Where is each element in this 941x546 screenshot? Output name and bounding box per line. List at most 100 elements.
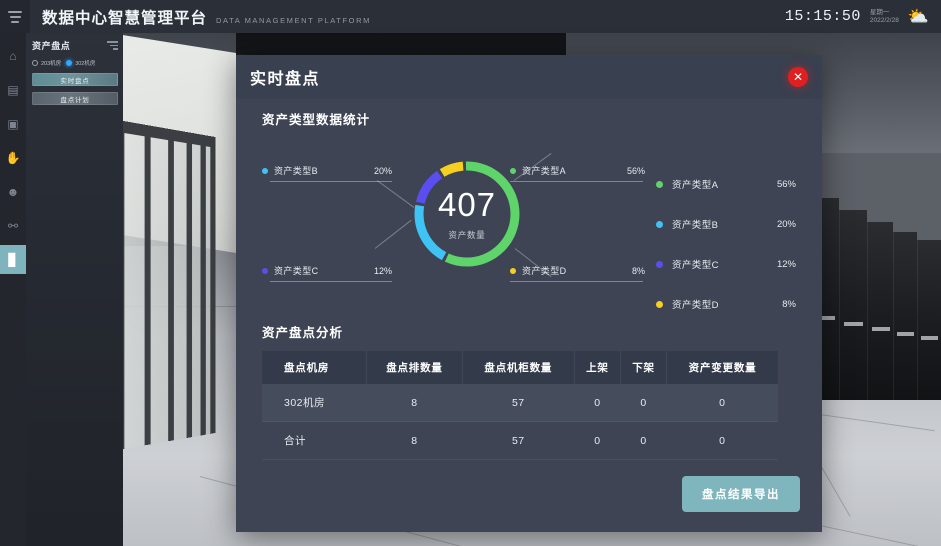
legend-percent: 8% <box>782 298 796 310</box>
chart-bars-icon[interactable]: ▊ <box>0 245 26 274</box>
room-radio-2[interactable]: 302机房 <box>66 59 95 67</box>
brand: 数据中心智慧管理平台 DATA MANAGEMENT PLATFORM <box>42 6 371 28</box>
legend-label: 资产类型B <box>672 220 719 231</box>
server-rack-icon[interactable]: ▤ <box>7 82 19 97</box>
table-cell: 57 <box>462 384 575 422</box>
hamburger-icon[interactable] <box>0 0 30 33</box>
link-nodes-icon[interactable]: ⚯ <box>7 218 19 233</box>
table-cell: 0 <box>666 421 778 460</box>
list-menu-icon[interactable] <box>107 41 118 50</box>
asset-inventory-panel: 资产盘点 203机房 302机房 实时盘点盘点计划 <box>26 33 123 546</box>
radio-dot-icon <box>32 60 38 66</box>
type-d-percent: 8% <box>631 265 645 276</box>
close-x-icon[interactable]: ✕ <box>788 67 808 87</box>
modal-title: 实时盘点 <box>250 71 321 88</box>
legend-item-资产类型D[interactable]: 资产类型D 8% <box>656 284 796 324</box>
legend-color-dot <box>656 260 663 268</box>
table-header-cell: 盘点机房 <box>262 351 368 384</box>
home-icon[interactable]: ⌂ <box>9 48 17 63</box>
asset-count-value: 407 <box>437 185 497 223</box>
clock: 15:15:50 <box>784 8 861 25</box>
table-header-cell: 下架 <box>620 351 668 384</box>
icon-rail: ⌂ ▤ ▣ ✋ ☻ ⚯ ▊ <box>0 33 26 546</box>
room-radio-group: 203机房 302机房 <box>32 59 118 67</box>
type-a-color-dot <box>510 167 516 174</box>
donut-center-label: 407 资产数量 <box>407 154 527 274</box>
legend-color-dot <box>656 220 663 228</box>
callout-type-d: 资产类型D 8% <box>510 264 645 282</box>
type-d-color-dot <box>510 267 516 274</box>
table-cell: 0 <box>620 384 667 422</box>
table-header-cell: 盘点排数量 <box>366 351 463 384</box>
type-b-name: 资产类型B <box>274 166 319 176</box>
table-cell: 8 <box>366 384 463 422</box>
room-radio-label: 203机房 <box>41 61 62 67</box>
table-cell: 0 <box>574 384 621 422</box>
panel-button-盘点计划[interactable]: 盘点计划 <box>32 92 118 105</box>
table-header-cell: 资产变更数量 <box>666 351 778 384</box>
legend-item-资产类型C[interactable]: 资产类型C 12% <box>656 244 796 284</box>
type-d-name: 资产类型D <box>522 266 567 276</box>
type-c-percent: 12% <box>373 265 392 276</box>
table-row: 302机房 8 57 0 0 0 <box>262 384 778 422</box>
donut-chart: 407 资产数量 <box>407 154 527 274</box>
type-a-percent: 56% <box>626 165 645 176</box>
table-section-title: 资产盘点分析 <box>262 326 344 340</box>
type-c-name: 资产类型C <box>274 266 319 276</box>
callout-type-b: 资产类型B 20% <box>262 164 392 182</box>
room-radio-1[interactable]: 203机房 <box>32 59 61 67</box>
legend-percent: 12% <box>776 258 796 270</box>
table-header-row: 盘点机房 盘点排数量 盘点机柜数量 上架 下架 资产变更数量 <box>262 351 778 384</box>
robot-icon[interactable]: ☻ <box>6 184 20 199</box>
top-bar: 数据中心智慧管理平台 DATA MANAGEMENT PLATFORM 15:1… <box>0 0 941 33</box>
partly-cloudy-icon: ⛅ <box>907 7 929 26</box>
table-cell: 0 <box>620 421 667 460</box>
table-header-cell: 盘点机柜数量 <box>462 351 575 384</box>
callout-type-a: 资产类型A 56% <box>510 164 645 182</box>
legend-item-资产类型A[interactable]: 资产类型A 56% <box>656 164 796 204</box>
date-label: 2022/2/28 <box>869 16 899 24</box>
table-row: 合计 8 57 0 0 0 <box>262 421 778 460</box>
table-cell: 0 <box>666 384 778 422</box>
analysis-section: 资产盘点分析 盘点机房 盘点排数量 盘点机柜数量 上架 下架 资产变更数量 302机房 8 5… <box>262 322 800 460</box>
legend-item-资产类型B[interactable]: 资产类型B 20% <box>656 204 796 244</box>
inventory-table: 盘点机房 盘点排数量 盘点机柜数量 上架 下架 资产变更数量 302机房 8 57 0 0 0 合计 8… <box>262 351 778 460</box>
donut-svg <box>414 161 520 267</box>
legend-color-dot <box>656 180 663 188</box>
table-cell: 302机房 <box>262 384 367 422</box>
legend-label: 资产类型C <box>672 260 719 271</box>
brand-subtitle: DATA MANAGEMENT PLATFORM <box>216 15 371 25</box>
callout-type-c: 资产类型C 12% <box>262 264 392 282</box>
type-c-color-dot <box>262 267 268 274</box>
legend-percent: 20% <box>776 218 796 230</box>
realtime-inventory-modal: 实时盘点 ✕ 资产类型数据统计 资产类型B 20% <box>236 55 822 532</box>
monitor-camera-icon[interactable]: ▣ <box>7 116 19 131</box>
legend-label: 资产类型D <box>672 300 719 311</box>
table-cell: 合计 <box>262 421 367 460</box>
table-cell: 0 <box>574 421 621 460</box>
export-area: 盘点结果导出 <box>682 476 800 512</box>
radio-dot-icon <box>66 60 73 66</box>
panel-button-实时盘点[interactable]: 实时盘点 <box>32 73 118 86</box>
weekday-label: 星期一 <box>869 9 890 17</box>
date-block: 星期一 2022/2/28 <box>870 9 899 24</box>
page-title: 数据中心智慧管理平台 <box>42 9 208 27</box>
asset-count-caption: 资产数量 <box>448 229 486 240</box>
table-body: 302机房 8 57 0 0 0 合计 8 57 0 0 0 <box>262 384 778 460</box>
top-right-group: 15:15:50 星期一 2022/2/28 ⛅ <box>785 8 941 25</box>
hand-icon[interactable]: ✋ <box>5 150 21 165</box>
room-radio-label: 302机房 <box>75 61 96 67</box>
panel-button-group: 实时盘点 盘点计划 <box>32 73 118 105</box>
modal-header: 实时盘点 ✕ <box>236 55 822 99</box>
table-header-cell: 上架 <box>574 351 621 384</box>
legend-color-dot <box>656 300 663 308</box>
donut-segment-资产类型A <box>414 161 520 267</box>
export-results-button[interactable]: 盘点结果导出 <box>682 476 800 512</box>
table-cell: 57 <box>462 421 575 460</box>
type-b-color-dot <box>262 167 268 174</box>
type-b-percent: 20% <box>373 165 392 176</box>
panel-title: 资产盘点 <box>32 41 71 51</box>
chart-section-title: 资产类型数据统计 <box>262 113 371 127</box>
modal-body: 资产类型数据统计 资产类型B 20% <box>236 99 822 532</box>
